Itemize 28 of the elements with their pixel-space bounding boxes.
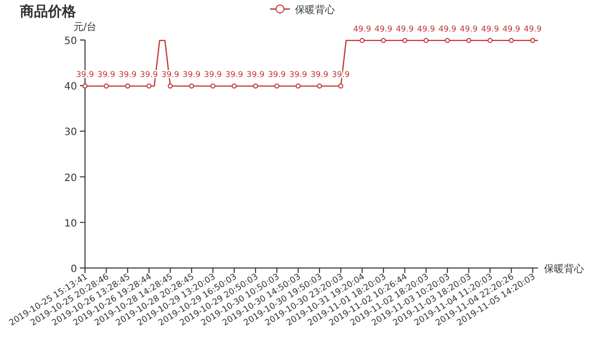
data-label: 39.9 xyxy=(225,70,244,80)
y-tick-label: 50 xyxy=(64,36,77,47)
data-label: 39.9 xyxy=(310,70,328,80)
x-axis-title: 保暖背心 xyxy=(544,263,584,275)
data-label: 49.9 xyxy=(374,24,392,34)
data-label: 49.9 xyxy=(417,24,435,34)
data-label: 39.9 xyxy=(97,70,116,80)
data-label: 49.9 xyxy=(460,24,478,34)
chart-title: 商品价格 xyxy=(19,3,77,20)
data-label: 39.9 xyxy=(204,70,222,80)
data-label: 39.9 xyxy=(289,70,308,80)
data-label: 49.9 xyxy=(524,24,542,34)
data-label: 39.9 xyxy=(246,70,264,80)
data-label: 49.9 xyxy=(396,24,414,34)
data-label: 49.9 xyxy=(481,24,499,34)
data-label: 39.9 xyxy=(268,70,286,80)
data-label: 39.9 xyxy=(182,70,200,80)
y-tick-label: 20 xyxy=(64,172,77,184)
data-label: 49.9 xyxy=(438,24,456,34)
legend-label: 保暖背心 xyxy=(295,4,335,16)
y-tick-label: 10 xyxy=(64,218,77,230)
data-label: 49.9 xyxy=(502,24,520,34)
y-tick-label: 30 xyxy=(64,127,77,138)
y-axis-title: 元/台 xyxy=(73,21,97,33)
data-label: 39.9 xyxy=(118,70,137,80)
data-label: 49.9 xyxy=(353,24,372,34)
y-tick-label: 0 xyxy=(70,264,77,275)
y-tick-label: 40 xyxy=(64,82,77,93)
